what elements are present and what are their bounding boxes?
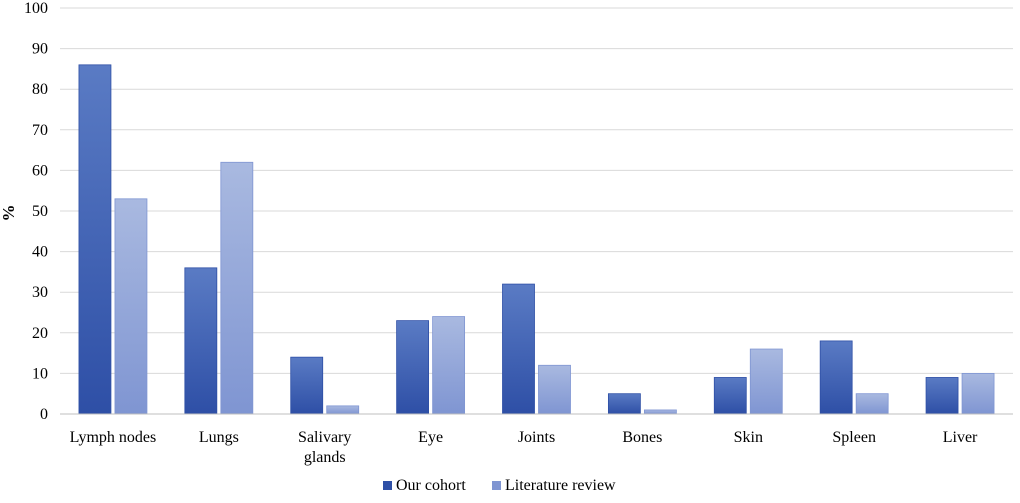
legend-swatch <box>383 481 392 490</box>
bar-our-cohort <box>396 320 430 415</box>
x-tick-label: Bones <box>622 429 662 446</box>
bar-literature-review <box>220 161 254 415</box>
bar-literature-review <box>114 198 148 415</box>
legend-swatch <box>492 481 501 490</box>
x-tick-label: Joints <box>518 429 555 446</box>
y-tick-label: 80 <box>32 81 48 98</box>
bar-literature-review <box>855 393 889 415</box>
bar-our-cohort <box>607 393 641 415</box>
y-tick-label: 50 <box>32 203 48 220</box>
legend: Our cohort Literature review <box>383 477 616 494</box>
bar-literature-review <box>961 372 995 415</box>
bar-our-cohort <box>290 356 324 415</box>
bar-our-cohort <box>502 283 535 415</box>
bar-our-cohort <box>184 267 218 415</box>
y-tick-label: 60 <box>32 162 48 179</box>
bar-our-cohort <box>713 377 747 415</box>
bar-literature-review <box>749 348 783 415</box>
bar-our-cohort <box>925 377 959 415</box>
x-tick-label: Skin <box>734 429 763 446</box>
y-tick-label: 30 <box>32 284 48 301</box>
y-axis-ticks: 0 10 20 30 40 50 60 70 80 90 100 <box>24 0 48 423</box>
y-tick-label: 0 <box>40 406 48 423</box>
bar-our-cohort <box>819 340 853 415</box>
x-tick-label: Lungs <box>199 429 239 446</box>
bar-our-cohort <box>78 64 112 415</box>
legend-label: Our cohort <box>396 477 466 494</box>
bars <box>78 64 995 415</box>
y-tick-label: 10 <box>32 365 48 382</box>
x-tick-label: Liver <box>943 429 978 446</box>
y-tick-label: 70 <box>32 122 48 139</box>
x-axis-ticks: Lymph nodes Lungs Salivary glands Eye Joints B… <box>70 429 978 466</box>
x-tick-label: Salivary glands <box>298 429 351 466</box>
gridlines <box>60 7 1013 374</box>
y-tick-label: 90 <box>32 41 48 58</box>
bar-literature-review <box>432 316 466 415</box>
y-tick-label: 100 <box>24 0 48 17</box>
y-tick-label: 40 <box>32 244 48 261</box>
legend-label: Literature review <box>505 477 616 494</box>
x-tick-label: Eye <box>418 429 443 446</box>
bar-literature-review <box>643 409 677 415</box>
x-tick-label: Spleen <box>832 429 876 446</box>
y-tick-label: 20 <box>32 325 48 342</box>
bar-literature-review <box>538 364 571 415</box>
y-axis-label: % <box>0 205 18 222</box>
bar-literature-review <box>326 405 360 415</box>
x-tick-label: Lymph nodes <box>70 429 157 446</box>
